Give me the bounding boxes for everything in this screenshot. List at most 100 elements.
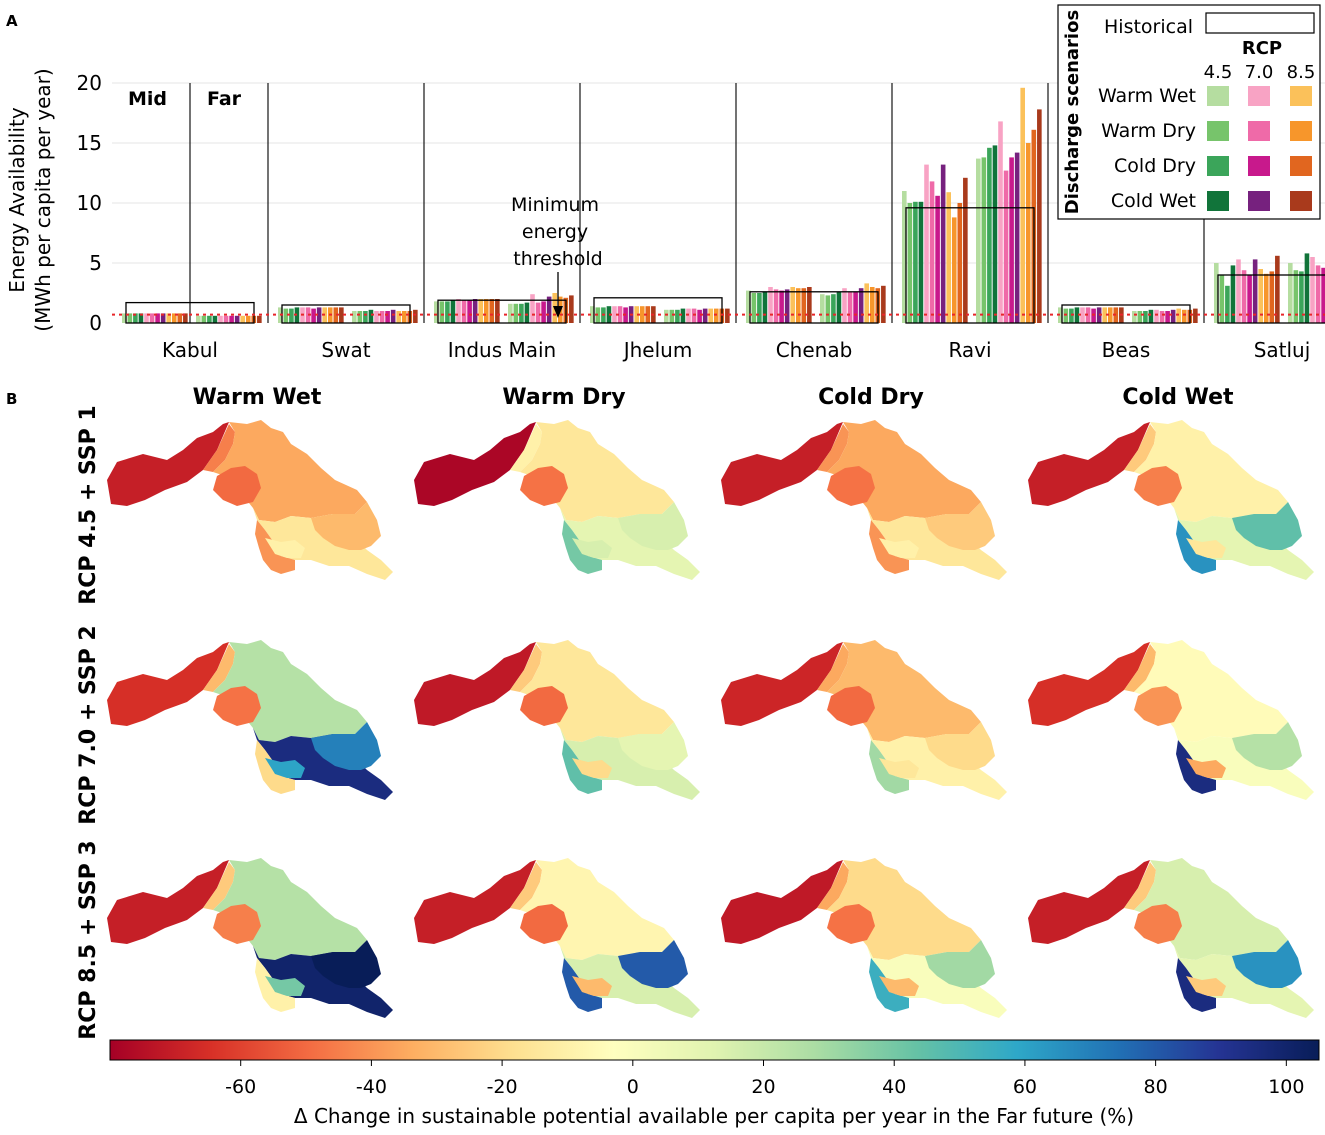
bar-chenab-mid — [779, 290, 784, 323]
historical-box — [905, 207, 1035, 324]
bar-kabul-mid — [166, 313, 171, 323]
bar-ravi-mid — [935, 195, 940, 323]
bar-satluj-far — [1293, 270, 1299, 323]
bar-chenab-mid — [801, 288, 807, 323]
colorbar-tick-label: -20 — [487, 1076, 518, 1098]
basin-region-beas — [1186, 538, 1226, 558]
basin-region-chenab — [1174, 946, 1314, 1018]
colorbar-tick-label: 80 — [1144, 1076, 1168, 1098]
colorbar-label: Δ Change in sustainable potential availa… — [294, 1104, 1134, 1128]
bar-chenab-mid — [807, 287, 812, 323]
colorbar-ticks: -60 -40 -20 0 20 40 60 80 100 — [225, 1060, 1304, 1098]
basin-region-satluj — [311, 722, 381, 770]
bar-ravi-far — [998, 121, 1003, 324]
bar-indus-main-mid — [489, 299, 495, 323]
basin-region-beas — [572, 976, 612, 996]
bar-kabul-mid — [155, 313, 160, 323]
basin-region-satluj — [618, 502, 688, 550]
bar-beas-mid — [1080, 307, 1085, 323]
bar-indus-main-mid — [445, 301, 450, 323]
bar-jhelum-far — [725, 308, 730, 323]
map-row-title: RCP 8.5 + SSP 3 — [76, 840, 101, 1039]
bar-indus-main-far — [513, 303, 519, 323]
bar-swat-mid — [333, 307, 339, 323]
basin-map — [1028, 640, 1314, 800]
basin-region-satluj — [618, 940, 688, 988]
basin-region-beas — [879, 538, 919, 558]
bar-swat-far — [390, 309, 396, 323]
bar-kabul-far — [207, 315, 212, 323]
historical-boxes — [125, 207, 1325, 324]
legend-swatch — [1290, 156, 1312, 176]
basin-region-chenab — [560, 508, 700, 580]
basin-region-jhelum — [213, 904, 261, 944]
bar-indus-main-far — [546, 296, 552, 323]
bar-kabul-far — [240, 315, 245, 323]
bar-jhelum-far — [708, 308, 713, 323]
x-tick-label: Beas — [1102, 338, 1151, 362]
y-axis-title-line1: Energy Availability — [5, 107, 29, 293]
bar-indus-main-mid — [467, 300, 472, 323]
colorbar-tick-label: -60 — [225, 1076, 256, 1098]
bar-ravi-far — [1025, 143, 1031, 323]
bar-chenab-far — [836, 291, 842, 323]
y-tick-label: 0 — [89, 311, 102, 335]
basin-map — [414, 858, 700, 1018]
legend-swatch — [1207, 121, 1229, 141]
threshold-annotation-line3: threshold — [513, 248, 602, 270]
legend-scenario-label: Warm Dry — [1101, 120, 1196, 142]
bar-kabul-mid — [160, 313, 166, 323]
basin-region-swat — [203, 862, 235, 910]
bar-jhelum-mid — [639, 306, 645, 323]
bar-swat-far — [363, 311, 368, 323]
basin-region-swat — [1124, 424, 1156, 472]
bar-jhelum-mid — [606, 306, 612, 323]
bar-swat-far — [374, 311, 379, 323]
basin-region-swat — [510, 862, 542, 910]
bar-ravi-far — [992, 145, 998, 323]
basin-map — [414, 420, 700, 580]
bar-beas-far — [1176, 308, 1181, 323]
colorbar-gradient — [109, 1039, 1320, 1061]
bar-indus-main-mid — [461, 300, 467, 323]
bar-beas-far — [1132, 311, 1137, 323]
bar-ravi-mid — [951, 217, 957, 323]
bar-satluj-mid — [1258, 269, 1263, 323]
x-tick-label: Chenab — [776, 338, 853, 362]
basin-region-swat — [203, 644, 235, 692]
colorbar-tick-label: 20 — [751, 1076, 775, 1098]
bar-satluj-mid — [1230, 265, 1236, 323]
bar-satluj-far — [1304, 253, 1310, 323]
x-tick-label: Swat — [321, 338, 370, 362]
basin-map — [414, 640, 700, 800]
bar-chenab-mid — [768, 287, 773, 323]
colorbar: -60 -40 -20 0 20 40 60 80 100 Δ Change in sustai… — [109, 1039, 1320, 1128]
basin-region-chenab — [560, 946, 700, 1018]
basin-region-kabul — [1028, 860, 1150, 944]
basin-region-swat — [203, 424, 235, 472]
legend-rcp-label: 8.5 — [1287, 62, 1316, 83]
bar-kabul-far — [201, 315, 207, 323]
bar-kabul-mid — [127, 313, 133, 323]
bar-beas-mid — [1085, 307, 1091, 323]
map-grid: Warm Wet Warm Dry Cold Dry Cold Wet RCP 4.5 … — [76, 385, 1314, 1040]
x-tick-label: Kabul — [162, 338, 218, 362]
bar-ravi-mid — [929, 181, 935, 323]
basin-region-chenab — [867, 946, 1007, 1018]
bar-jhelum-far — [664, 309, 669, 323]
bar-chenab-far — [853, 291, 858, 323]
bar-chenab-far — [847, 291, 853, 323]
colorbar-tick-label: 60 — [1013, 1076, 1037, 1098]
legend-swatch — [1248, 121, 1270, 141]
colorbar-tick-label: 0 — [627, 1076, 639, 1098]
bar-satluj-mid — [1241, 270, 1247, 323]
basin-region-swat — [510, 644, 542, 692]
legend-scenario-label: Warm Wet — [1098, 85, 1196, 107]
x-tick-label: Indus Main — [448, 338, 556, 362]
bar-kabul-far — [245, 315, 251, 323]
basin-region-satluj — [925, 940, 995, 988]
bar-indus-main-mid — [439, 301, 445, 323]
basin-region-kabul — [721, 860, 843, 944]
bar-jhelum-mid — [590, 306, 595, 323]
